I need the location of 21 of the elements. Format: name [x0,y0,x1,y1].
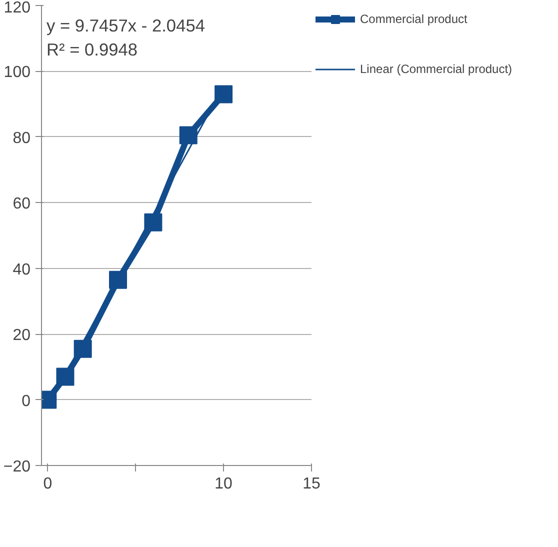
y-tick-label: 20 [12,327,31,344]
point [56,368,74,386]
y-tick-label: −20 [3,458,31,476]
point [144,213,162,232]
y-tick-label: 80 [12,130,31,147]
point [179,126,198,144]
point [74,340,92,358]
y-tick-label: 100 [4,64,31,82]
y-tick-label: 0 [22,392,31,410]
y-tick-label: 60 [12,196,31,213]
x-tick-label: 0 [43,476,52,492]
y-tick-label: 120 [4,0,31,16]
x-tick-label: 15 [302,476,320,492]
y-tick-label: 40 [12,261,31,278]
point [109,270,128,289]
legend-label: Linear (Commercial product) [360,62,512,76]
annotation: R² = 0.9948 [46,40,138,60]
point [214,85,233,104]
annotation: y = 9.7457x - 2.0454 [46,16,206,36]
x-tick-label: 10 [214,476,233,492]
legend-label: Commercial product [360,12,468,26]
